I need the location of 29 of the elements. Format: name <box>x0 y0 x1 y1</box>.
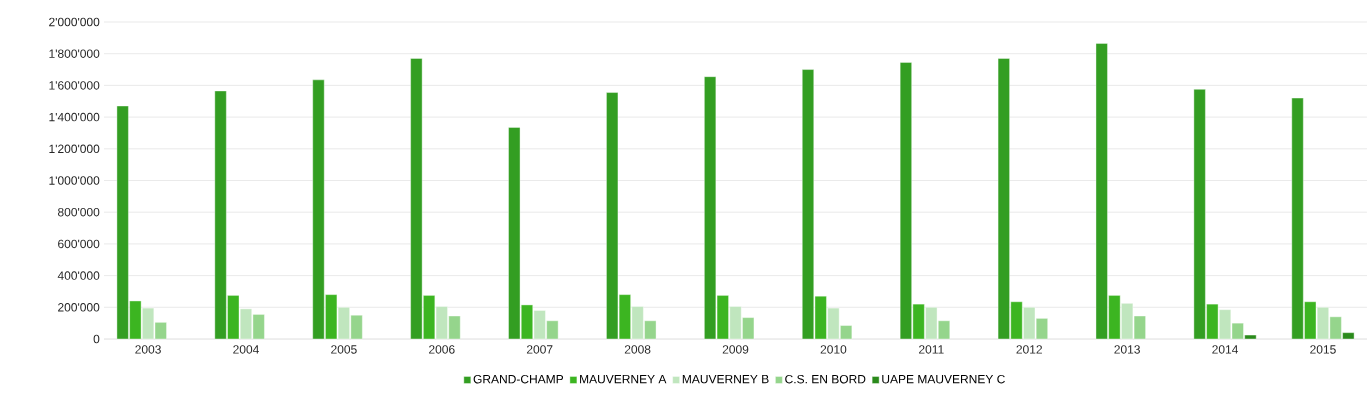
x-tick-label: 2003 <box>135 345 161 354</box>
x-tick-label: 2005 <box>331 345 357 354</box>
x-tick-label: 2013 <box>1114 345 1140 354</box>
legend-label: UAPE MAUVERNEY C <box>882 374 1005 384</box>
legend-label: MAUVERNEY A <box>580 374 667 384</box>
x-tick-label: 2011 <box>919 345 944 354</box>
legend-label: C.S. EN BORD <box>785 374 866 384</box>
y-tick-label: 1'400'000 <box>49 112 100 122</box>
y-tick-label: 1'000'000 <box>49 176 100 185</box>
x-tick-label: 2006 <box>429 345 455 354</box>
legend-label: GRAND-CHAMP <box>473 374 564 384</box>
x-tick-label: 2015 <box>1310 345 1336 354</box>
y-tick-label: 600'000 <box>58 239 100 249</box>
y-tick-label: 800'000 <box>57 207 100 217</box>
x-tick-label: 2007 <box>526 345 553 354</box>
y-tick-label: 1'600'000 <box>49 81 100 90</box>
x-tick-label: 2012 <box>1016 345 1042 354</box>
y-tick-label: 2'000'000 <box>49 17 100 27</box>
x-tick-label: 2009 <box>722 345 749 354</box>
y-tick-label: 1'800'000 <box>49 49 100 58</box>
x-tick-label: 2008 <box>624 345 651 354</box>
x-tick-label: 2014 <box>1212 345 1239 354</box>
y-tick-label: 200'000 <box>58 303 100 312</box>
y-tick-label: 0 <box>93 334 100 344</box>
x-tick-label: 2010 <box>820 345 847 354</box>
legend-label: MAUVERNEY B <box>682 374 769 384</box>
y-tick-label: 1'200'000 <box>49 144 100 154</box>
x-tick-label: 2004 <box>233 345 259 354</box>
y-tick-label: 400'000 <box>57 271 100 280</box>
